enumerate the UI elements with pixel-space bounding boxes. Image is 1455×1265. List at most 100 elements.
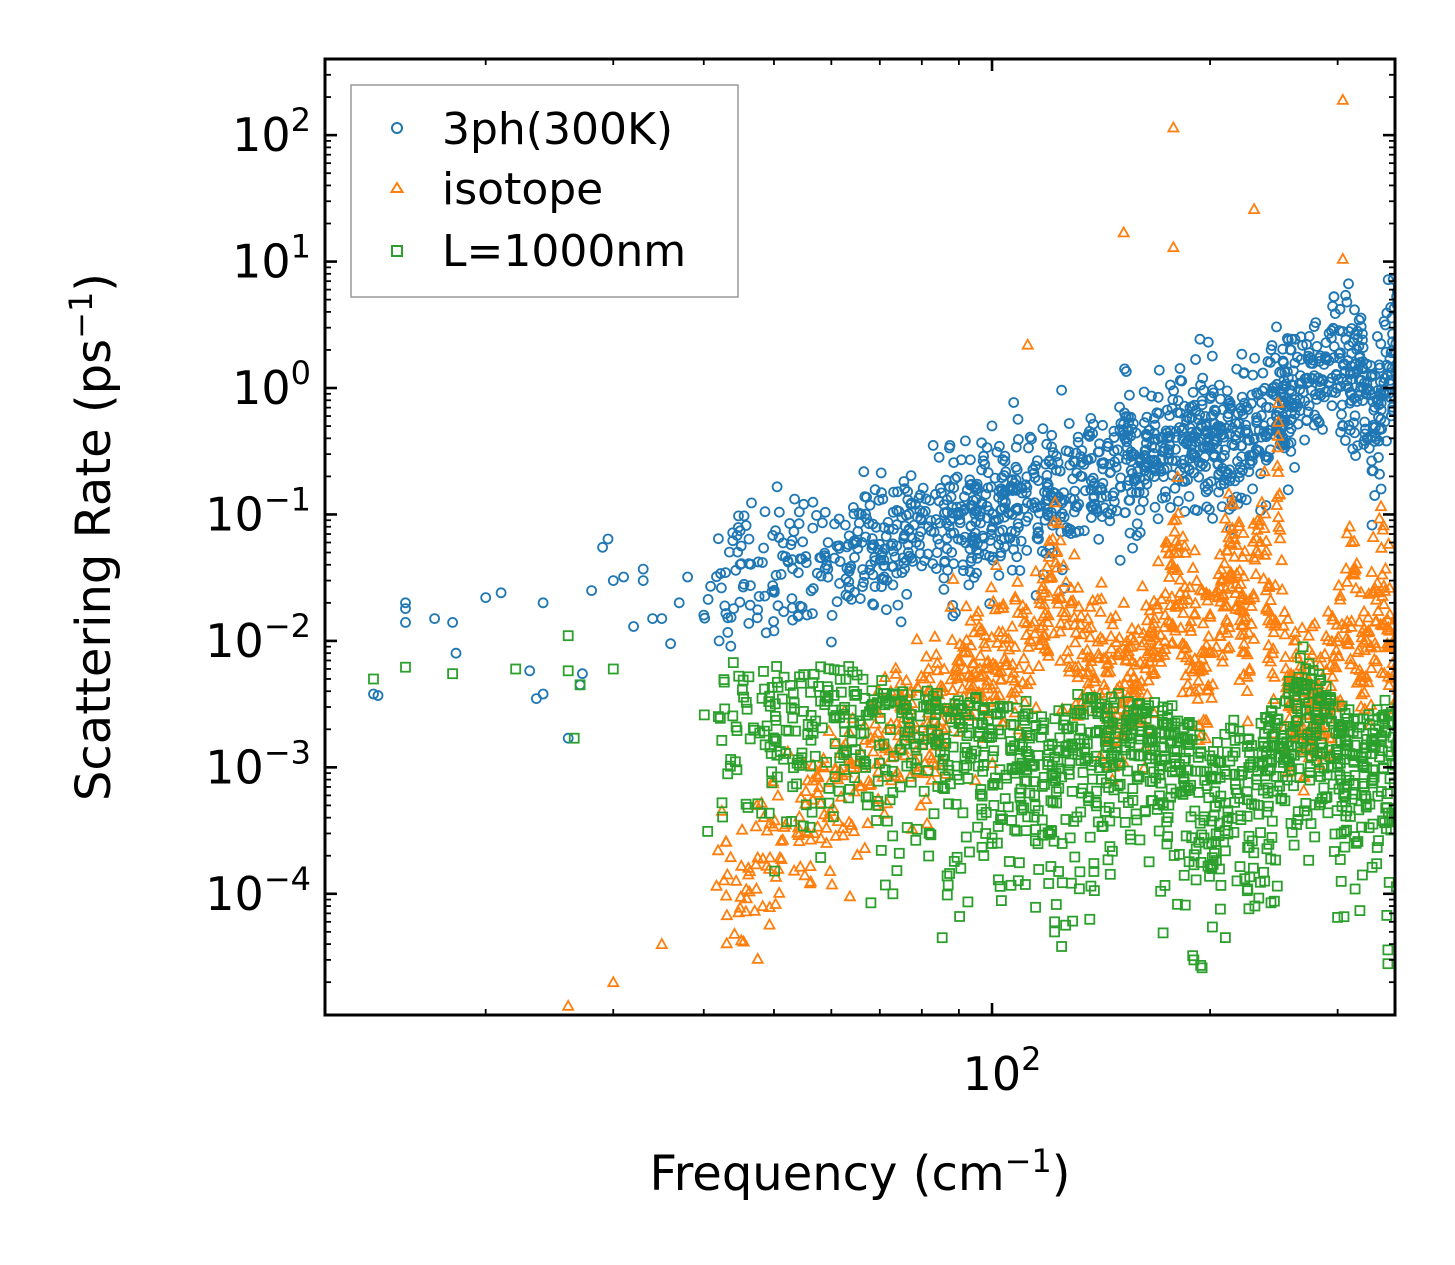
point-isotope	[861, 816, 875, 829]
point-isotope	[853, 778, 867, 791]
point-isotope	[741, 867, 755, 880]
point-3ph	[956, 534, 967, 546]
point-isotope	[836, 828, 850, 841]
point-l1000nm	[880, 879, 891, 891]
point-isotope	[959, 599, 973, 612]
point-3ph	[577, 668, 588, 680]
point-3ph	[916, 560, 928, 572]
point-l1000nm	[1050, 899, 1062, 910]
point-isotope	[1012, 661, 1026, 673]
point-isotope	[1029, 700, 1043, 713]
point-isotope	[1343, 652, 1358, 665]
point-3ph	[927, 439, 939, 451]
point-isotope	[1171, 506, 1185, 518]
point-l1000nm	[1330, 746, 1342, 758]
point-3ph	[945, 491, 957, 503]
point-isotope	[732, 905, 746, 918]
point-isotope	[1071, 580, 1085, 593]
point-isotope	[963, 677, 977, 690]
point-3ph	[860, 531, 871, 543]
point-3ph	[898, 476, 910, 487]
point-isotope	[1069, 625, 1083, 638]
point-3ph	[736, 558, 747, 570]
point-isotope	[1247, 590, 1261, 603]
point-isotope	[1240, 684, 1254, 696]
point-isotope	[1270, 440, 1284, 453]
point-3ph	[888, 545, 899, 557]
point-isotope	[1289, 633, 1303, 646]
point-isotope	[1363, 640, 1378, 653]
point-isotope	[1290, 650, 1304, 663]
point-l1000nm	[843, 792, 855, 804]
point-3ph	[1276, 367, 1287, 379]
point-3ph	[1179, 400, 1190, 412]
point-isotope	[871, 725, 885, 738]
point-isotope	[1353, 673, 1368, 686]
point-3ph	[597, 541, 608, 553]
point-3ph	[1357, 342, 1369, 353]
point-3ph	[917, 482, 929, 494]
point-isotope	[1041, 644, 1055, 657]
point-isotope	[715, 803, 729, 816]
point-isotope	[1036, 618, 1050, 631]
point-isotope	[973, 623, 987, 636]
point-3ph	[901, 588, 913, 600]
point-isotope	[804, 832, 818, 845]
point-isotope	[972, 619, 986, 632]
point-3ph	[1209, 404, 1220, 416]
point-isotope	[1071, 670, 1085, 683]
point-isotope	[1219, 598, 1233, 611]
point-isotope	[985, 681, 999, 694]
point-3ph	[772, 600, 784, 612]
point-isotope	[1129, 685, 1143, 698]
point-3ph	[1255, 431, 1267, 443]
point-3ph	[858, 576, 869, 588]
point-isotope	[937, 662, 951, 674]
point-3ph	[1251, 387, 1263, 399]
point-isotope	[1005, 619, 1019, 632]
point-3ph	[1187, 386, 1199, 398]
point-3ph	[1338, 358, 1350, 370]
point-isotope	[1325, 669, 1340, 682]
point-isotope	[1021, 337, 1035, 350]
point-3ph	[1237, 464, 1248, 476]
point-3ph	[1088, 477, 1100, 489]
point-3ph	[905, 498, 917, 510]
point-3ph	[738, 510, 750, 522]
point-isotope	[1362, 624, 1376, 636]
point-3ph	[899, 563, 910, 575]
point-isotope	[763, 900, 777, 912]
point-3ph	[537, 597, 549, 609]
point-3ph	[986, 420, 998, 432]
point-isotope	[1233, 673, 1247, 685]
point-isotope	[1199, 585, 1213, 598]
point-l1000nm	[822, 692, 834, 704]
point-3ph	[1120, 411, 1131, 423]
point-3ph	[1164, 430, 1176, 442]
point-3ph	[1082, 429, 1094, 441]
point-3ph	[984, 598, 996, 610]
point-isotope	[734, 858, 748, 871]
point-isotope	[1367, 652, 1381, 665]
point-3ph	[860, 508, 871, 520]
point-l1000nm	[1338, 911, 1350, 923]
point-l1000nm	[1194, 729, 1206, 741]
point-3ph	[1134, 504, 1146, 516]
point-3ph	[1392, 286, 1395, 297]
point-l1000nm	[1127, 795, 1139, 806]
point-3ph	[788, 526, 800, 537]
point-l1000nm	[1288, 839, 1300, 851]
point-isotope	[1340, 575, 1354, 587]
point-3ph	[1279, 438, 1291, 450]
point-3ph	[1085, 452, 1097, 464]
point-3ph	[751, 612, 763, 624]
point-3ph	[967, 534, 979, 546]
point-isotope	[1323, 658, 1338, 670]
point-isotope	[749, 881, 763, 894]
point-isotope	[1338, 621, 1353, 633]
point-isotope	[1217, 556, 1232, 569]
point-3ph	[981, 442, 993, 454]
point-3ph	[1234, 427, 1245, 439]
point-3ph	[875, 554, 887, 566]
point-isotope	[1157, 648, 1171, 660]
